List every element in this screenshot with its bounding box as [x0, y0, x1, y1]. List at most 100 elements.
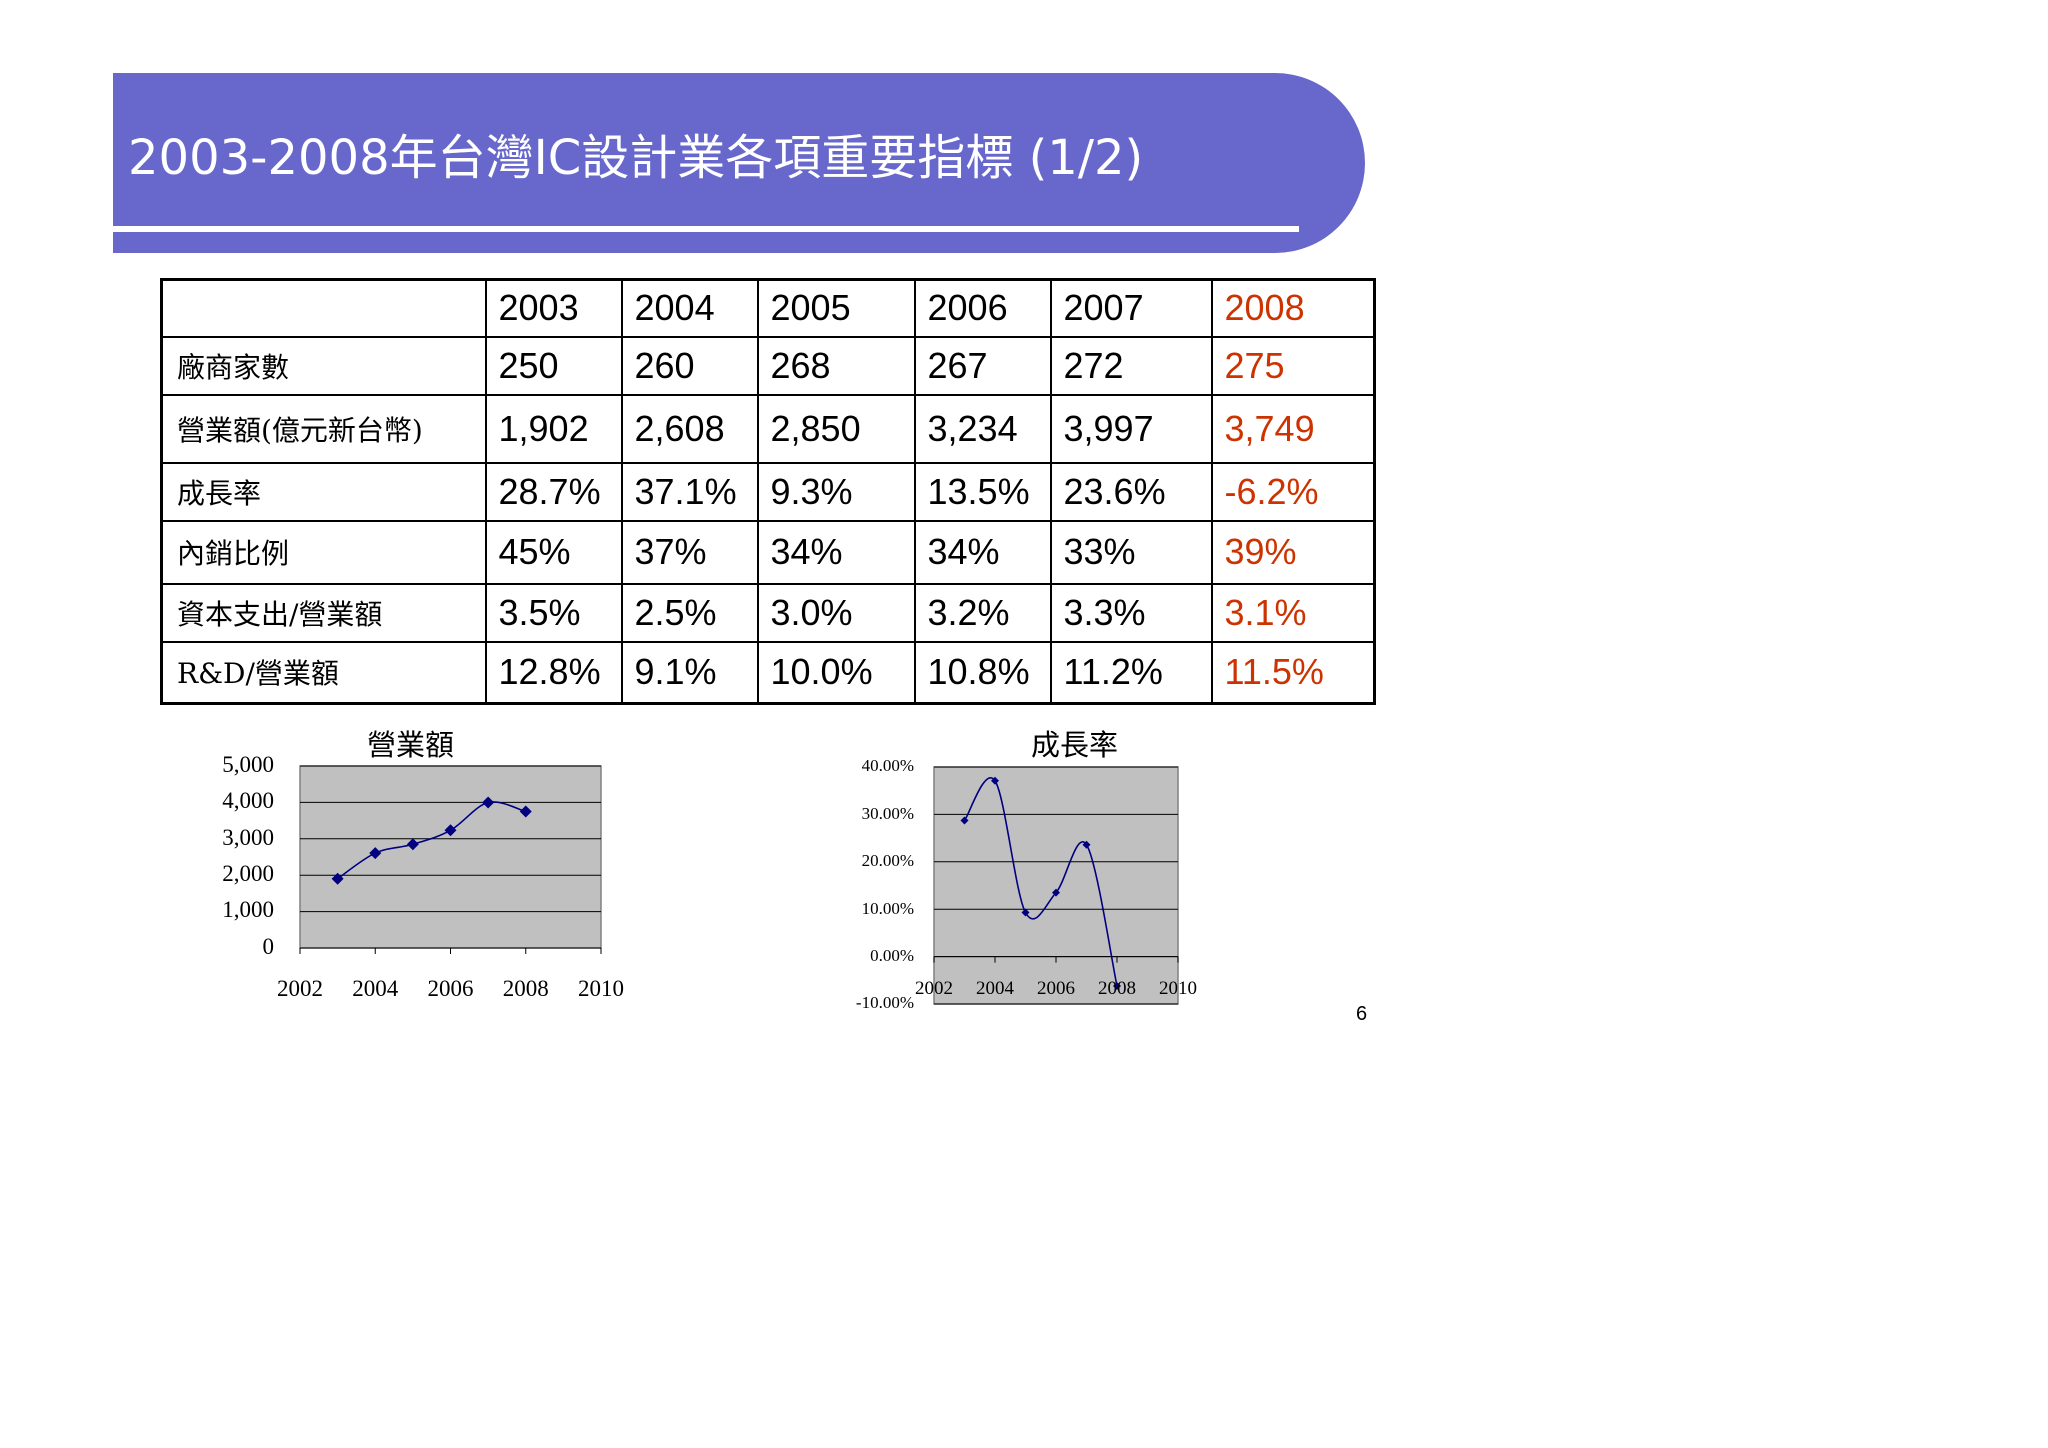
y-tick-label: 1,000: [222, 897, 274, 923]
x-tick-label: 2004: [976, 978, 1014, 999]
table-header-cell: 2007: [1049, 278, 1213, 338]
table-cell: 3.1%: [1210, 582, 1376, 643]
table-cell: 12.8%: [484, 640, 623, 705]
x-tick-label: 2010: [1159, 978, 1197, 999]
data-point: [369, 847, 382, 860]
table-cell: 3.5%: [484, 582, 623, 643]
y-tick-label: -10.00%: [855, 993, 914, 1013]
table-cell: 3.3%: [1049, 582, 1213, 643]
y-tick-label: 5,000: [222, 751, 274, 777]
chart-svg: [933, 766, 1179, 1005]
data-point: [1113, 981, 1121, 990]
table-header-cell: 2003: [484, 278, 623, 338]
table-row: 營業額(億元新台幣) 1,902 2,608 2,850 3,234 3,997…: [160, 393, 1376, 464]
y-tick-label: 0: [262, 933, 275, 959]
y-tick-label: 20.00%: [861, 851, 914, 871]
x-tick-label: 2002: [277, 976, 323, 1001]
table-cell: 10.0%: [756, 640, 916, 705]
table-cell: 34%: [756, 519, 916, 585]
table-cell: 268: [756, 335, 916, 396]
row-label: 廠商家數: [160, 335, 487, 396]
row-label: 內銷比例: [160, 519, 487, 585]
table-row: 資本支出/營業額 3.5% 2.5% 3.0% 3.2% 3.3% 3.1%: [160, 582, 1376, 643]
table-cell: 272: [1049, 335, 1213, 396]
y-tick-label: 0.00%: [870, 946, 914, 966]
table-cell: 34%: [913, 519, 1052, 585]
table-header-cell: 2006: [913, 278, 1052, 338]
x-tick-label: 2008: [1098, 978, 1136, 999]
table-header-cell: 2008: [1210, 278, 1376, 338]
row-label: 資本支出/營業額: [160, 582, 487, 643]
x-tick-label: 2008: [502, 976, 549, 1001]
table-cell: 2,850: [756, 393, 916, 464]
y-tick-label: 2,000: [222, 860, 274, 886]
table-cell: -6.2%: [1210, 461, 1376, 522]
table-cell: 28.7%: [484, 461, 623, 522]
table-cell: 3,234: [913, 393, 1052, 464]
data-point: [1052, 888, 1060, 897]
table-cell: 39%: [1210, 519, 1376, 585]
data-point: [444, 824, 457, 837]
data-point: [991, 776, 999, 785]
chart-title: 營業額: [367, 728, 455, 762]
table-cell: 37%: [620, 519, 759, 585]
table-cell: 275: [1210, 335, 1376, 396]
y-tick-label: 4,000: [222, 788, 274, 814]
slide-title: 2003-2008年台灣IC設計業各項重要指標 (1/2): [128, 130, 1144, 186]
table-cell: 37.1%: [620, 461, 759, 522]
table-cell: 250: [484, 335, 623, 396]
indicators-table: 2003 2004 2005 2006 2007 2008 廠商家數 250 2…: [160, 278, 1376, 705]
x-tick-label: 2006: [427, 976, 474, 1001]
table-cell: 267: [913, 335, 1052, 396]
x-tick-label: 2004: [352, 976, 399, 1001]
y-tick-label: 10.00%: [861, 898, 914, 918]
y-tick-label: 3,000: [222, 824, 274, 850]
table-row: R&D/營業額 12.8% 9.1% 10.0% 10.8% 11.2% 11.…: [160, 640, 1376, 705]
data-point: [482, 796, 495, 809]
title-banner: [113, 73, 1365, 253]
table-header-cell: 2005: [756, 278, 916, 338]
table-cell: 9.1%: [620, 640, 759, 705]
data-point: [406, 838, 419, 851]
row-label: 成長率: [160, 461, 487, 522]
plot-area: [299, 765, 602, 949]
data-point: [1021, 908, 1030, 917]
plot-area: [933, 766, 1179, 1005]
y-tick-label: 30.00%: [861, 803, 914, 823]
data-point: [1082, 840, 1091, 849]
table-cell: 33%: [1049, 519, 1213, 585]
x-tick-label: 2002: [915, 978, 953, 999]
table-row: 成長率 28.7% 37.1% 9.3% 13.5% 23.6% -6.2%: [160, 461, 1376, 522]
table-cell: 23.6%: [1049, 461, 1213, 522]
table-header-row: 2003 2004 2005 2006 2007 2008: [160, 278, 1376, 338]
table-cell: 260: [620, 335, 759, 396]
table-row: 內銷比例 45% 37% 34% 34% 33% 39%: [160, 519, 1376, 585]
table-row: 廠商家數 250 260 268 267 272 275: [160, 335, 1376, 396]
table-cell: 3.0%: [756, 582, 916, 643]
table-header-cell: 2004: [620, 278, 759, 338]
title-divider: [113, 226, 1299, 232]
row-label: R&D/營業額: [160, 640, 487, 705]
row-label: 營業額(億元新台幣): [160, 393, 487, 464]
table-cell: 3.2%: [913, 582, 1052, 643]
table-cell: 10.8%: [913, 640, 1052, 705]
x-tick-label: 2006: [1037, 978, 1075, 999]
table-cell: 1,902: [484, 393, 623, 464]
table-cell: 2,608: [620, 393, 759, 464]
table-cell: 45%: [484, 519, 623, 585]
data-point: [960, 816, 969, 825]
table-cell: 11.5%: [1210, 640, 1376, 705]
table-cell: 2.5%: [620, 582, 759, 643]
table-cell: 13.5%: [913, 461, 1052, 522]
x-tick-label: 2010: [578, 976, 624, 1001]
table-cell: 11.2%: [1049, 640, 1213, 705]
table-header-cell: [160, 278, 487, 338]
page-number: 6: [1356, 1003, 1368, 1025]
data-point: [519, 805, 532, 818]
table-cell: 9.3%: [756, 461, 916, 522]
table-cell: 3,749: [1210, 393, 1376, 464]
chart-title: 成長率: [1031, 728, 1119, 762]
chart-svg: [299, 765, 602, 954]
y-tick-label: 40.00%: [861, 756, 914, 776]
data-point: [331, 872, 344, 885]
